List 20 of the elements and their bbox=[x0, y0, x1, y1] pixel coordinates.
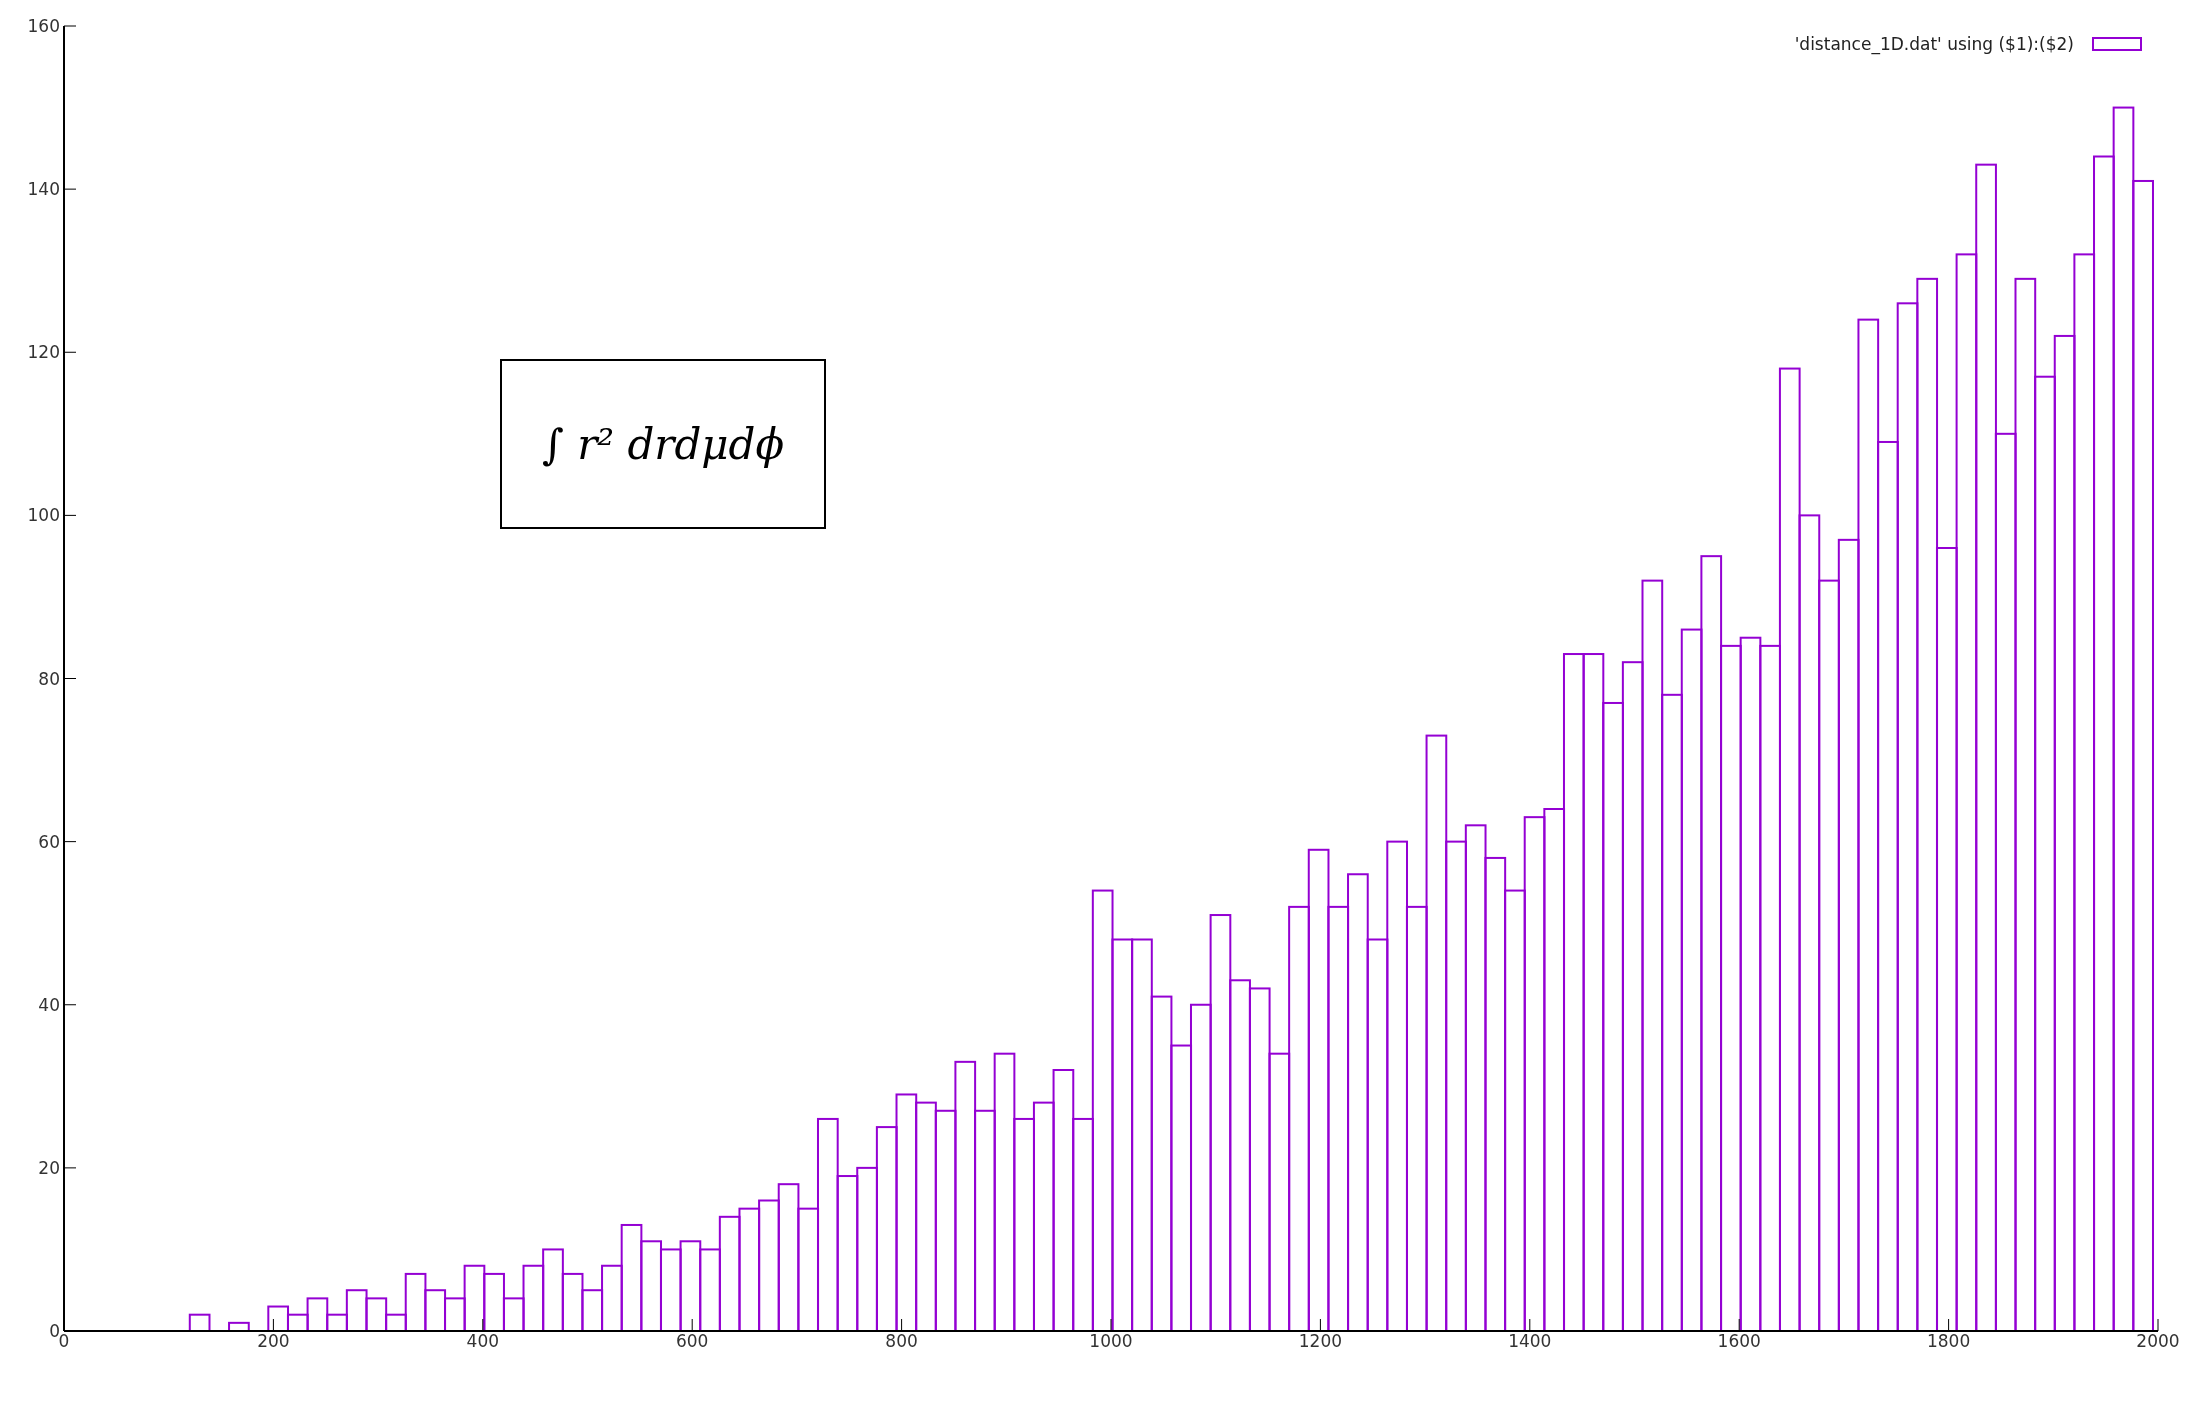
x-tick-label: 600 bbox=[675, 1331, 709, 1352]
legend-label: 'distance_1D.dat' using ($1):($2) bbox=[1794, 34, 2074, 54]
x-tick-label: 2000 bbox=[2136, 1331, 2180, 1352]
x-tick-label: 200 bbox=[257, 1331, 290, 1352]
annotation: ∫ r² drdμdϕ bbox=[541, 419, 785, 469]
x-tick-label: 1800 bbox=[1926, 1331, 1971, 1352]
y-tick-label: 100 bbox=[27, 505, 60, 526]
y-tick-label: 140 bbox=[27, 179, 60, 200]
x-tick-label: 1000 bbox=[1089, 1331, 1133, 1352]
y-tick-label: 80 bbox=[38, 668, 60, 689]
y-tick-label: 40 bbox=[38, 994, 60, 1015]
x-tick-label: 400 bbox=[466, 1331, 500, 1352]
y-tick-label: 20 bbox=[38, 1157, 60, 1178]
y-tick-label: 160 bbox=[27, 16, 60, 37]
y-tick-label: 120 bbox=[27, 342, 60, 363]
x-tick-label: 1400 bbox=[1508, 1331, 1552, 1352]
y-tick-label: 60 bbox=[38, 831, 60, 852]
x-tick-label: 800 bbox=[885, 1331, 918, 1352]
x-tick-label: 1600 bbox=[1717, 1331, 1761, 1352]
x-tick-label: 1200 bbox=[1298, 1331, 1343, 1352]
